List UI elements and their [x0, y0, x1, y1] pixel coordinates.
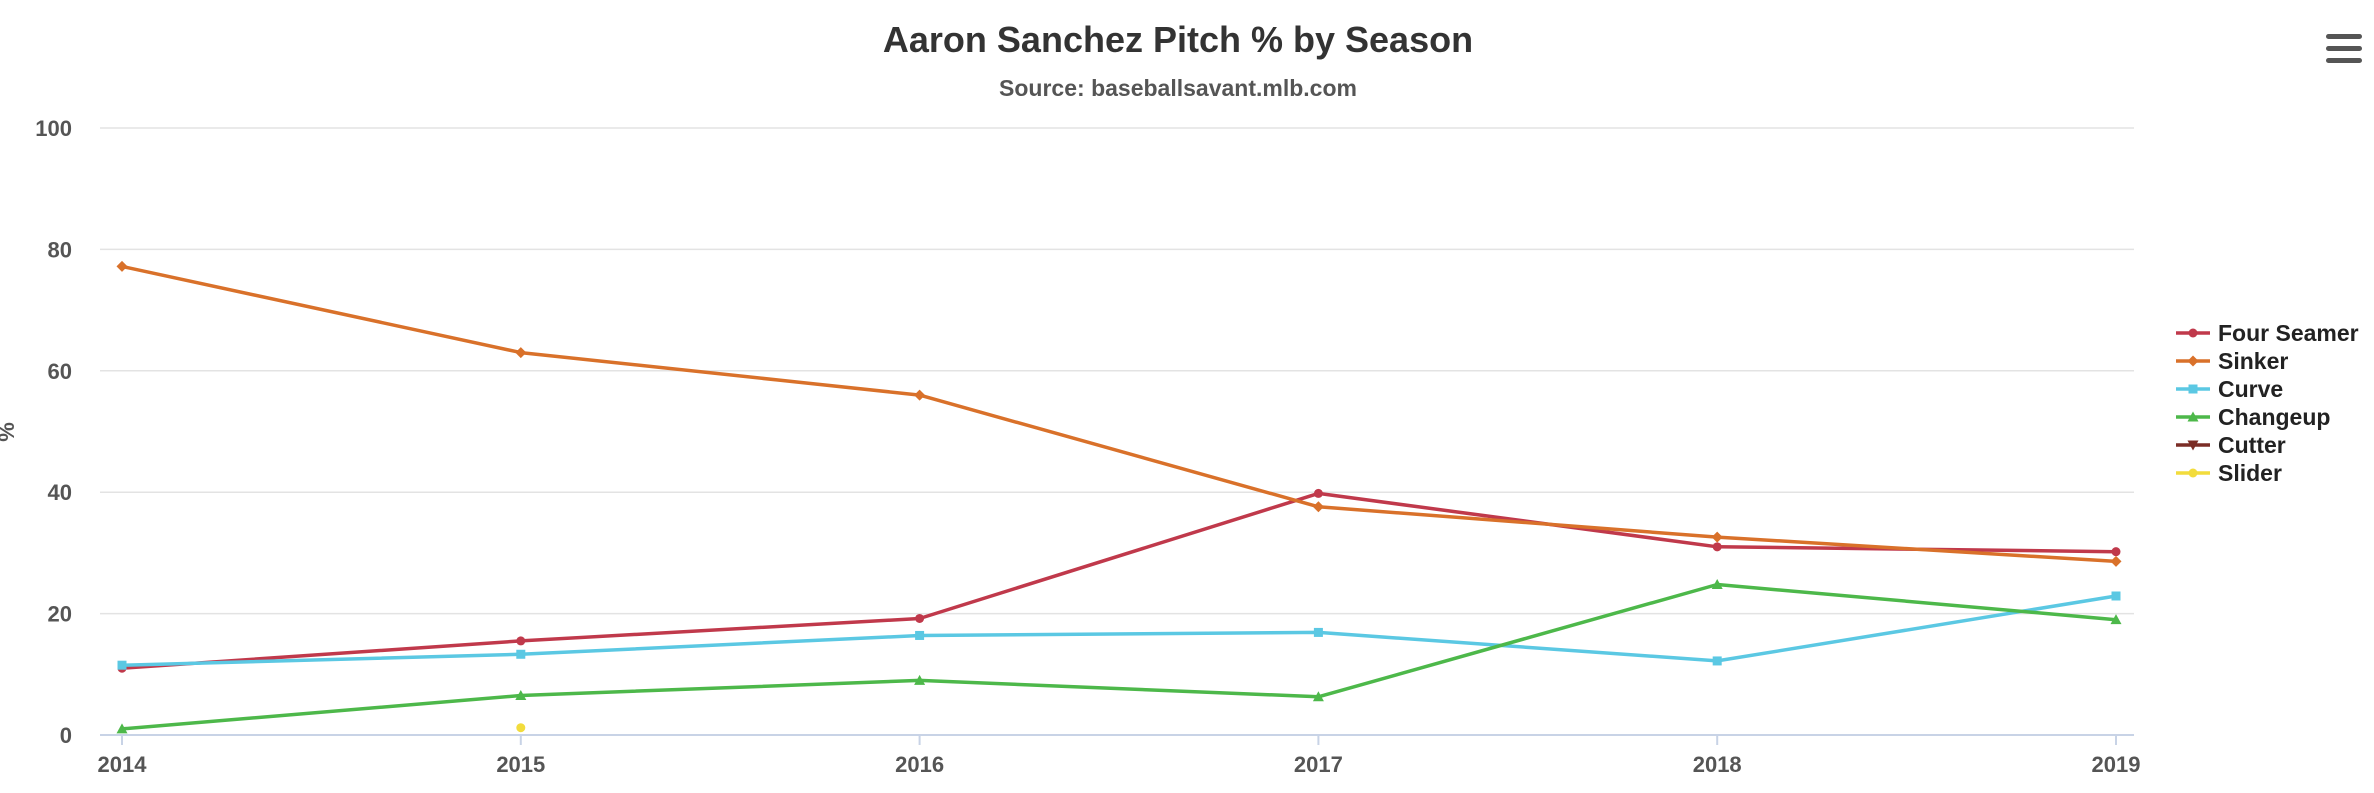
series-line-sinker[interactable] [120, 264, 2118, 564]
data-point-curve[interactable] [2111, 591, 2121, 601]
legend-item-cutter[interactable]: Cutter [2176, 432, 2286, 458]
data-point-changeup[interactable] [515, 690, 527, 701]
legend-label: Slider [2218, 460, 2282, 486]
data-point-curve[interactable] [516, 649, 526, 659]
data-point-slider[interactable] [516, 723, 526, 733]
y-tick-label: 60 [48, 359, 72, 384]
x-tick-label: 2014 [98, 752, 148, 777]
y-tick-label: 80 [48, 237, 72, 262]
x-tick-label: 2018 [1693, 752, 1742, 777]
series [116, 260, 2122, 734]
data-point-sinker[interactable] [515, 347, 527, 359]
y-tick-label: 20 [48, 602, 72, 627]
legend-label: Cutter [2218, 432, 2286, 458]
data-point-four-seamer[interactable] [1712, 542, 1722, 552]
legend-label: Curve [2218, 376, 2283, 402]
legend-item-changeup[interactable]: Changeup [2176, 404, 2330, 430]
chart-title: Aaron Sanchez Pitch % by Season [883, 19, 1473, 60]
axes: 0 20 40 60 80 100 2014 2015 2016 2017 2018 2019 [35, 116, 2140, 777]
legend-label: Changeup [2218, 404, 2330, 430]
series-line-curve[interactable] [120, 594, 2118, 667]
legend-item-slider[interactable]: Slider [2176, 460, 2282, 486]
series-slider [516, 723, 526, 733]
legend-marker-slider [2188, 468, 2198, 478]
data-point-sinker[interactable] [1312, 501, 1324, 513]
y-axis-label: % [0, 422, 19, 442]
legend-label: Four Seamer [2218, 320, 2359, 346]
grid [100, 127, 2134, 615]
data-point-four-seamer[interactable] [915, 613, 925, 623]
series-changeup [116, 578, 2122, 734]
legend-label: Sinker [2218, 348, 2288, 374]
data-point-sinker[interactable] [116, 260, 128, 272]
legend-marker-curve [2188, 384, 2198, 394]
series-line-four-seamer[interactable] [120, 491, 2118, 670]
data-point-changeup[interactable] [1711, 578, 1723, 589]
data-point-four-seamer[interactable] [1313, 488, 1323, 498]
chart-subtitle: Source: baseballsavant.mlb.com [999, 75, 1357, 101]
data-point-changeup[interactable] [116, 723, 128, 734]
data-point-four-seamer[interactable] [516, 636, 526, 646]
x-tick-label: 2015 [496, 752, 545, 777]
legend-marker-sinker [2187, 355, 2199, 367]
data-point-sinker[interactable] [914, 389, 926, 401]
data-point-four-seamer[interactable] [2111, 547, 2121, 557]
legend-marker-four-seamer [2188, 328, 2198, 338]
legend-marker-changeup [2187, 411, 2199, 422]
legend-item-four-seamer[interactable]: Four Seamer [2176, 320, 2359, 346]
hamburger-menu-icon[interactable] [2326, 34, 2362, 63]
x-tick-label: 2017 [1294, 752, 1343, 777]
data-point-curve[interactable] [117, 660, 127, 670]
x-tick-label: 2016 [895, 752, 944, 777]
data-point-changeup[interactable] [1312, 691, 1324, 702]
data-point-curve[interactable] [1313, 627, 1323, 637]
series-curve [117, 591, 2121, 670]
x-tick-label: 2019 [2092, 752, 2141, 777]
y-tick-label: 0 [60, 723, 72, 748]
data-point-curve[interactable] [1712, 656, 1722, 666]
data-point-curve[interactable] [915, 630, 925, 640]
y-tick-label: 40 [48, 480, 72, 505]
data-point-sinker[interactable] [1711, 531, 1723, 543]
y-tick-label: 100 [35, 116, 72, 141]
legend-item-curve[interactable]: Curve [2176, 376, 2283, 402]
series-line-changeup[interactable] [120, 582, 2118, 731]
data-point-sinker[interactable] [2110, 555, 2122, 567]
data-point-changeup[interactable] [2110, 614, 2122, 625]
legend-item-sinker[interactable]: Sinker [2176, 348, 2288, 374]
data-point-changeup[interactable] [914, 674, 926, 685]
series-sinker [116, 260, 2122, 567]
legend-marker-cutter [2187, 440, 2199, 451]
legend: Four SeamerSinkerCurveChangeupCutterSlid… [2176, 320, 2359, 486]
